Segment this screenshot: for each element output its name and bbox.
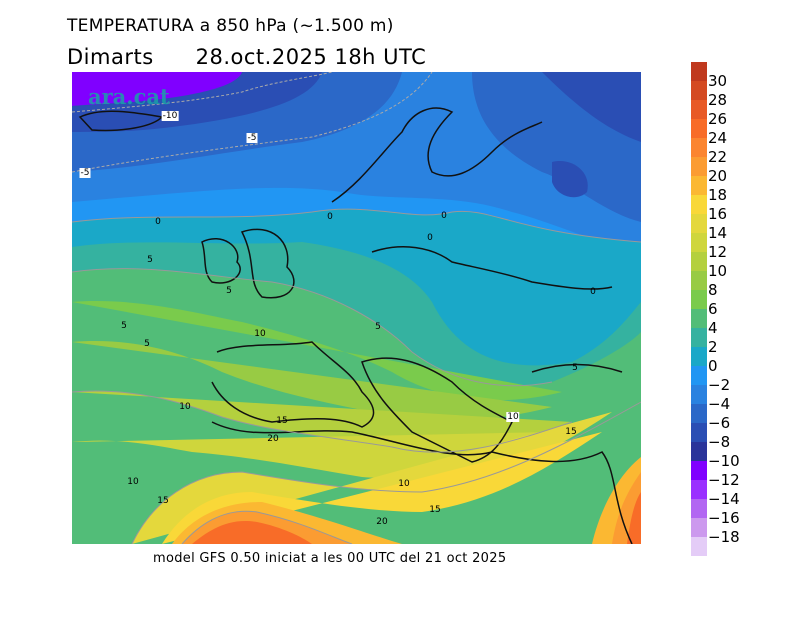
color-scale-label: 18	[708, 186, 728, 204]
color-scale-label: −8	[708, 433, 731, 451]
contour-label: 0	[590, 287, 596, 297]
temperature-field	[71, 71, 642, 545]
color-swatch	[691, 195, 707, 214]
color-swatch	[691, 518, 707, 537]
color-scale-label: 24	[708, 129, 728, 147]
color-scale-label: 28	[708, 91, 728, 109]
contour-label: 5	[375, 322, 381, 332]
contour-label: 15	[565, 427, 577, 437]
contour-label: 15	[429, 505, 441, 515]
contour-label: 5	[226, 286, 232, 296]
color-swatch	[691, 385, 707, 404]
color-scale-label: 4	[708, 319, 718, 337]
color-swatch	[691, 328, 707, 347]
contour-label: 5	[572, 363, 578, 373]
color-scale-label: −12	[708, 471, 740, 489]
color-swatch	[691, 290, 707, 309]
color-swatch	[691, 176, 707, 195]
color-swatch	[691, 233, 707, 252]
band-6-to-8	[72, 301, 562, 401]
map-title: TEMPERATURA a 850 hPa (~1.500 m)	[67, 16, 394, 36]
contour-label: 5	[144, 339, 150, 349]
contour-label: 20	[267, 434, 279, 444]
contour-label: -5	[246, 133, 258, 143]
color-scale-label: 6	[708, 300, 718, 318]
contour-label: 10	[398, 479, 410, 489]
temperature-map: ara.cat	[71, 71, 642, 545]
color-swatch	[691, 499, 707, 518]
color-scale-bar	[691, 62, 707, 556]
color-scale-label: 14	[708, 224, 728, 242]
color-swatch	[691, 537, 707, 556]
band-minus6-to-minus8	[72, 72, 641, 142]
band-minus10-to-minus12	[72, 72, 242, 106]
color-scale-label: −16	[708, 509, 740, 527]
color-scale-label: 12	[708, 243, 728, 261]
color-swatch	[691, 309, 707, 328]
contour-label: -10	[161, 111, 179, 121]
color-swatch	[691, 442, 707, 461]
forecast-day: Dimarts	[67, 45, 154, 69]
contour-label: 5	[147, 255, 153, 265]
ara-cat-watermark-logo: ara.cat	[88, 84, 170, 109]
color-swatch	[691, 214, 707, 233]
color-swatch	[691, 366, 707, 385]
contour-label: 5	[121, 321, 127, 331]
contour-label: 10	[127, 477, 139, 487]
color-scale-label: −18	[708, 528, 740, 546]
color-swatch	[691, 480, 707, 499]
color-scale-label: 16	[708, 205, 728, 223]
color-swatch	[691, 157, 707, 176]
positive-isotherms	[71, 208, 642, 545]
band-20-to-22	[182, 472, 641, 544]
contour-label: 10	[506, 412, 520, 422]
color-swatch	[691, 404, 707, 423]
color-scale-label: −6	[708, 414, 731, 432]
color-swatch	[691, 138, 707, 157]
color-swatch	[691, 461, 707, 480]
color-scale-label: 2	[708, 338, 718, 356]
color-scale-label: 22	[708, 148, 728, 166]
color-scale-label: −14	[708, 490, 740, 508]
color-swatch	[691, 119, 707, 138]
contour-label: 20	[376, 517, 388, 527]
contour-label: -5	[79, 168, 91, 178]
color-scale-label: 30	[708, 72, 728, 90]
negative-isotherms	[71, 71, 433, 173]
color-scale-label: 10	[708, 262, 728, 280]
contour-label: 0	[155, 217, 161, 227]
color-scale-label: 20	[708, 167, 728, 185]
contour-label: 15	[276, 416, 288, 426]
color-swatch	[691, 62, 707, 81]
color-swatch	[691, 252, 707, 271]
color-swatch	[691, 81, 707, 100]
coastlines	[78, 107, 633, 545]
color-swatch	[691, 271, 707, 290]
color-swatch	[691, 100, 707, 119]
color-scale-label: −2	[708, 376, 731, 394]
contour-label: 10	[254, 329, 266, 339]
band-8-to-10	[72, 341, 552, 422]
band-minus10-patch-east	[552, 161, 588, 198]
color-scale-label: −10	[708, 452, 740, 470]
contour-label: 15	[157, 496, 169, 506]
contour-label: 0	[327, 212, 333, 222]
color-swatch	[691, 423, 707, 442]
color-scale-label: 26	[708, 110, 728, 128]
contour-label: 0	[441, 211, 447, 221]
color-swatch	[691, 347, 707, 366]
forecast-datetime: 28.oct.2025 18h UTC	[195, 45, 427, 69]
color-scale-label: 0	[708, 357, 718, 375]
map-subtitle: Dimarts 28.oct.2025 18h UTC	[67, 45, 426, 69]
model-info-footer: model GFS 0.50 iniciat a les 00 UTC del …	[153, 551, 507, 566]
color-scale-label: −4	[708, 395, 731, 413]
contour-label: 10	[179, 402, 191, 412]
color-scale-label: 8	[708, 281, 718, 299]
contour-label: 0	[427, 233, 433, 243]
band-22-to-24	[192, 492, 641, 544]
